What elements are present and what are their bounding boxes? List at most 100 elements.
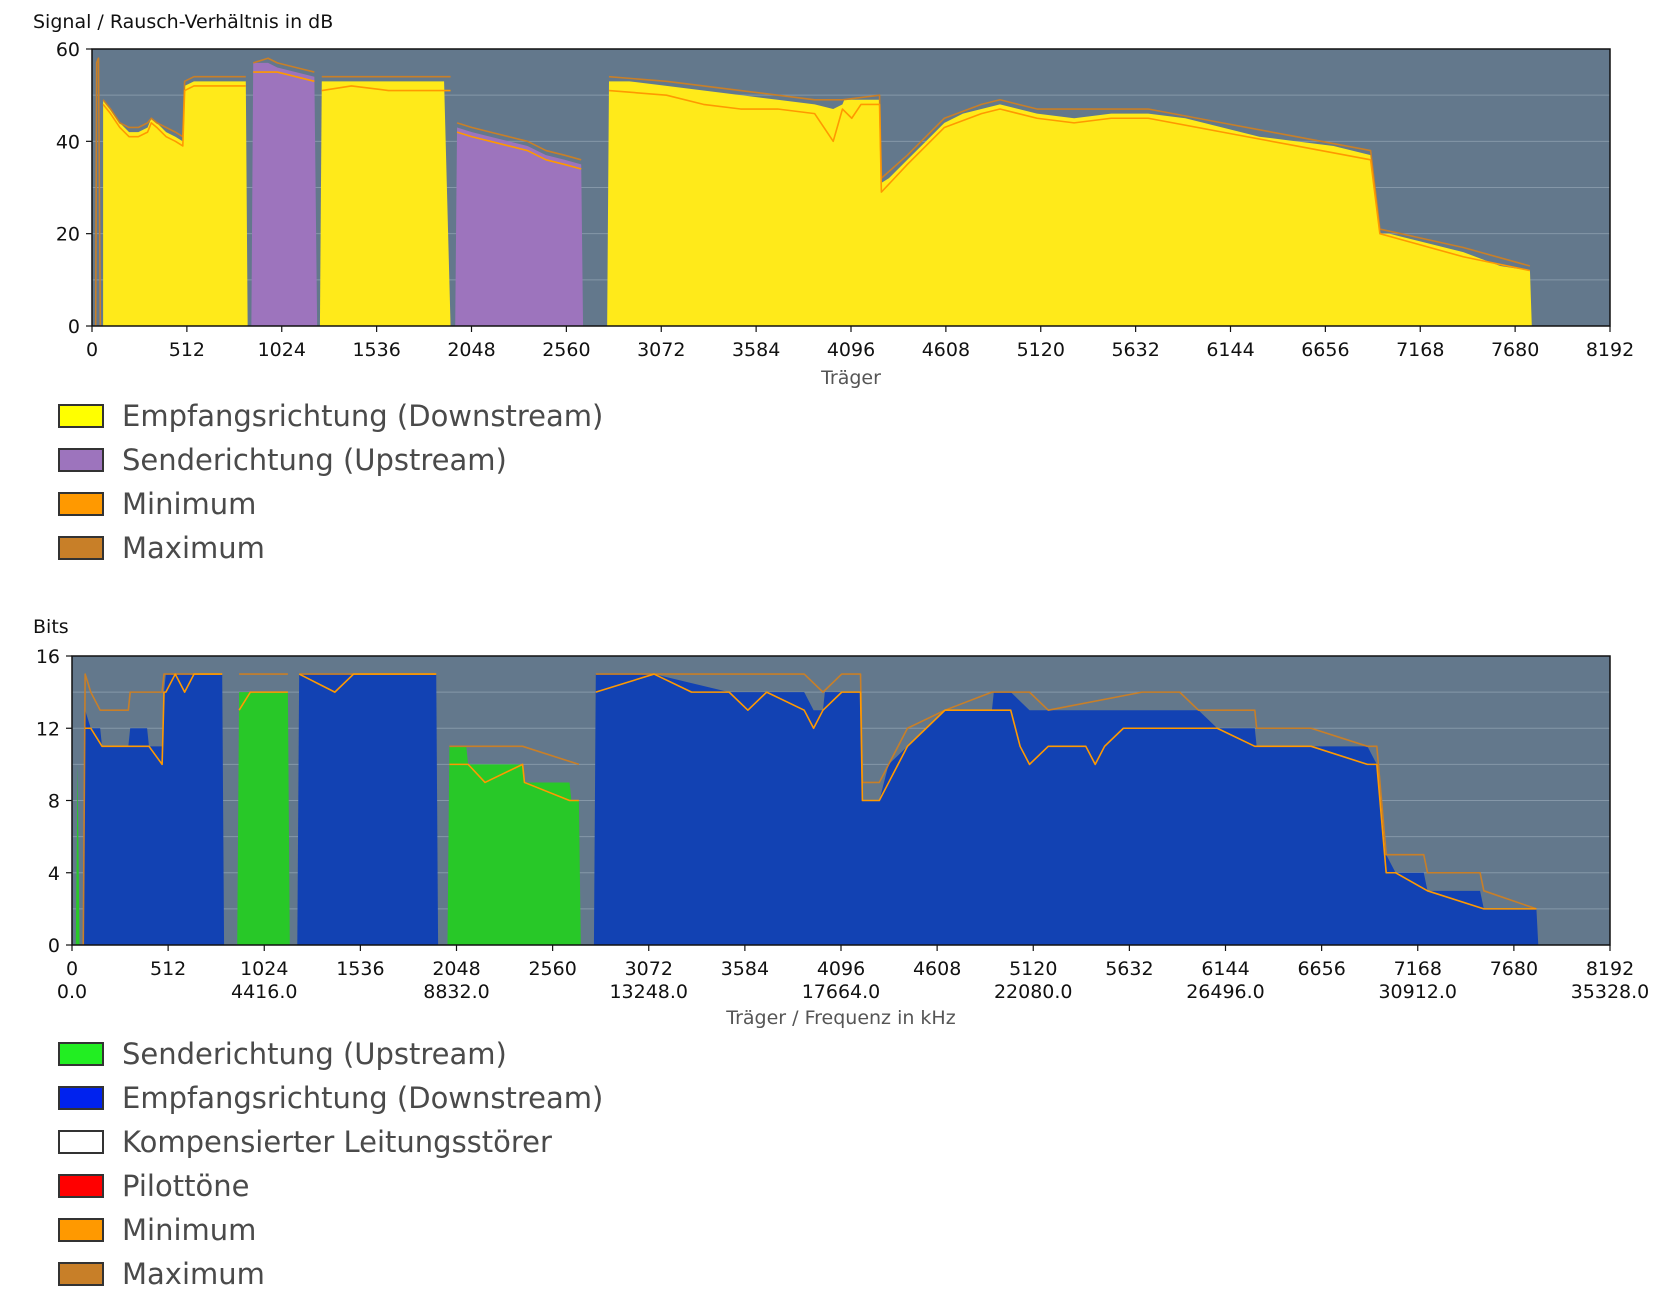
x-tick-label: 4608 — [913, 958, 961, 980]
x-tick-label: 7680 — [1490, 958, 1538, 980]
legend-swatch — [58, 1042, 104, 1066]
maximum-line — [456, 122, 582, 161]
x-tick-label: 2560 — [542, 339, 590, 361]
legend-label: Senderichtung (Upstream) — [122, 1037, 507, 1071]
x-tick-label: 2048 — [447, 339, 495, 361]
x-tick-label: 5632 — [1105, 958, 1153, 980]
legend-label: Empfangsrichtung (Downstream) — [122, 1081, 604, 1115]
y-tick-label: 4 — [48, 863, 60, 885]
x-tick-label: 3584 — [732, 339, 780, 361]
x-tick-label: 1024 — [258, 339, 306, 361]
x-frequency-label: 13248.0 — [609, 981, 688, 1003]
upstream-area — [75, 764, 80, 945]
maximum-line — [94, 57, 102, 327]
x-frequency-label: 4416.0 — [231, 981, 297, 1003]
minimum-line — [321, 85, 451, 92]
upstream-area — [237, 692, 290, 945]
x-tick-label: 4096 — [827, 339, 875, 361]
legend-item: Senderichtung (Upstream) — [58, 1032, 603, 1076]
upstream-area — [455, 127, 584, 326]
x-tick-label: 2560 — [528, 958, 576, 980]
x-frequency-label: 8832.0 — [423, 981, 489, 1003]
upstream-area — [447, 746, 581, 945]
bits-legend: Senderichtung (Upstream) Empfangsrichtung… — [58, 1032, 603, 1296]
y-tick-label: 0 — [48, 935, 60, 957]
x-axis-label: Träger / Frequenz in kHz — [725, 1007, 955, 1029]
y-tick-label: 60 — [56, 39, 80, 61]
x-tick-label: 4608 — [922, 339, 970, 361]
maximum-line — [82, 673, 223, 946]
legend-swatch — [58, 536, 104, 560]
x-tick-label: 6656 — [1301, 339, 1349, 361]
x-tick-label: 5632 — [1111, 339, 1159, 361]
legend-item: Minimum — [58, 482, 603, 526]
x-tick-label: 8192 — [1586, 958, 1634, 980]
legend-label: Senderichtung (Upstream) — [122, 443, 507, 477]
legend-label: Maximum — [122, 531, 265, 565]
x-tick-label: 4096 — [817, 958, 865, 980]
legend-swatch — [58, 1174, 104, 1198]
legend-label: Pilottöne — [122, 1169, 250, 1203]
y-tick-label: 40 — [56, 131, 80, 153]
legend-item: Maximum — [58, 1252, 603, 1296]
minimum-line — [298, 673, 437, 693]
legend-item: Senderichtung (Upstream) — [58, 438, 603, 482]
x-axis-label: Träger — [820, 367, 881, 389]
legend-label: Minimum — [122, 1213, 257, 1247]
x-tick-label: 2048 — [432, 958, 480, 980]
legend-item: Empfangsrichtung (Downstream) — [58, 1076, 603, 1120]
maximum-line — [608, 75, 1531, 267]
x-tick-label: 3072 — [625, 958, 673, 980]
legend-swatch — [58, 1218, 104, 1242]
x-tick-label: 5120 — [1017, 339, 1065, 361]
x-tick-label: 8192 — [1586, 339, 1634, 361]
maximum-line — [595, 673, 1537, 910]
downstream-area — [319, 81, 451, 326]
downstream-area — [593, 674, 1539, 945]
legend-label: Kompensierter Leitungsstörer — [122, 1125, 552, 1159]
x-tick-label: 512 — [169, 339, 205, 361]
x-frequency-label: 0.0 — [57, 981, 87, 1003]
legend-item: Minimum — [58, 1208, 603, 1252]
y-tick-label: 12 — [36, 718, 60, 740]
legend-swatch — [58, 1262, 104, 1286]
x-tick-label: 5120 — [1009, 958, 1057, 980]
legend-swatch — [58, 1086, 104, 1110]
x-tick-label: 1024 — [240, 958, 288, 980]
x-tick-label: 0 — [86, 339, 98, 361]
x-frequency-label: 35328.0 — [1571, 981, 1650, 1003]
minimum-line — [85, 673, 223, 766]
downstream-area — [607, 81, 1532, 326]
y-tick-label: 0 — [68, 316, 80, 338]
legend-label: Minimum — [122, 487, 257, 521]
x-frequency-label: 26496.0 — [1186, 981, 1265, 1003]
x-tick-label: 7168 — [1396, 339, 1444, 361]
maximum-line — [252, 57, 315, 73]
x-tick-label: 7680 — [1491, 339, 1539, 361]
minimum-line — [102, 85, 246, 147]
legend-item: Empfangsrichtung (Downstream) — [58, 394, 603, 438]
minimum-line — [449, 763, 579, 802]
snr-legend: Empfangsrichtung (Downstream) Senderichtu… — [58, 394, 603, 570]
x-tick-label: 6144 — [1201, 958, 1249, 980]
y-tick-label: 16 — [36, 646, 60, 668]
y-tick-label: 20 — [56, 224, 80, 246]
legend-swatch — [58, 1130, 104, 1154]
upstream-area — [251, 62, 318, 326]
legend-label: Empfangsrichtung (Downstream) — [122, 399, 604, 433]
legend-label: Maximum — [122, 1257, 265, 1291]
x-tick-label: 3584 — [721, 958, 769, 980]
x-frequency-label: 30912.0 — [1378, 981, 1457, 1003]
y-axis-label: Bits — [33, 616, 69, 638]
x-tick-label: 3072 — [637, 339, 685, 361]
downstream-area — [83, 674, 225, 945]
x-frequency-label: 17664.0 — [802, 981, 881, 1003]
minimum-line — [595, 673, 1537, 910]
x-tick-label: 1536 — [336, 958, 384, 980]
legend-item: Pilottöne — [58, 1164, 603, 1208]
x-tick-label: 1536 — [352, 339, 400, 361]
legend-item: Kompensierter Leitungsstörer — [58, 1120, 603, 1164]
legend-item: Maximum — [58, 526, 603, 570]
x-tick-label: 6656 — [1297, 958, 1345, 980]
